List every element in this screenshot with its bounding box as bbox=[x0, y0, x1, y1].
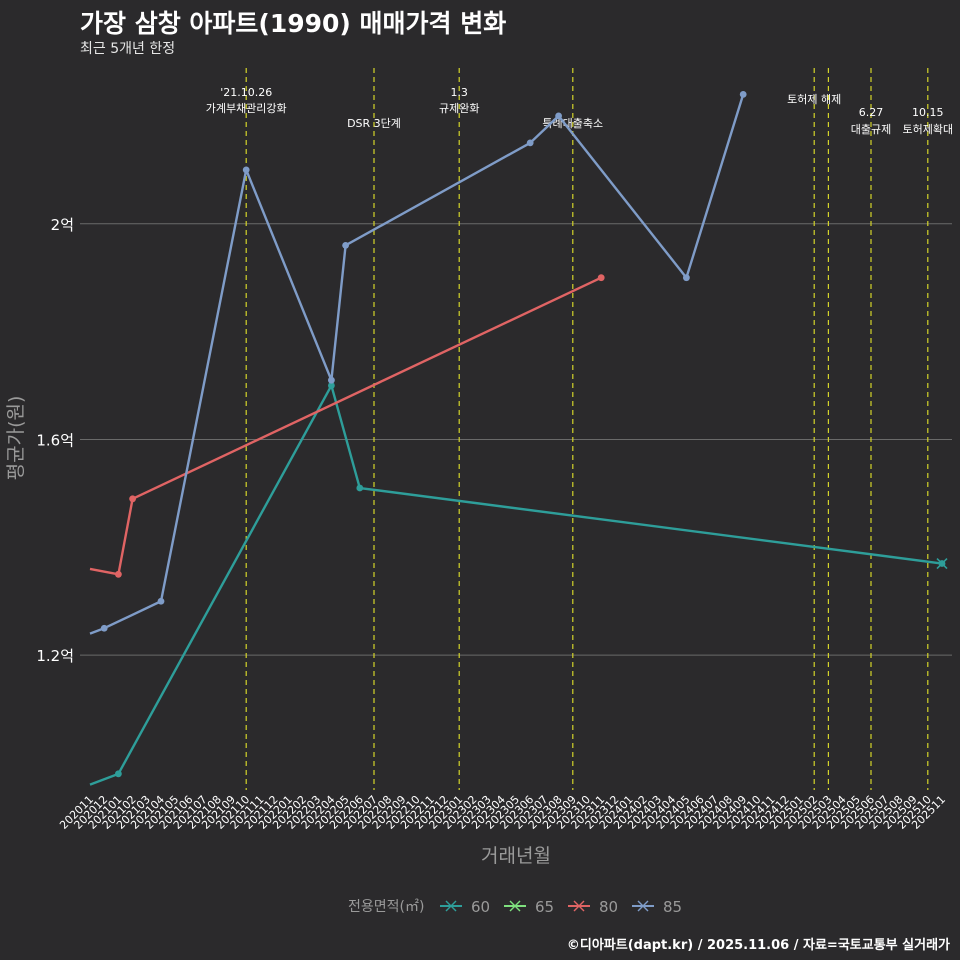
event-date-label: '21.10.26 bbox=[220, 86, 272, 99]
data-point-85 bbox=[555, 112, 562, 120]
event-date-label: 1.3 bbox=[450, 86, 468, 99]
legend-label: 85 bbox=[663, 898, 682, 916]
y-axis-ticks: 1.2억 1.6억 2억 bbox=[36, 216, 74, 665]
data-point-85 bbox=[526, 139, 534, 147]
grid-lines bbox=[80, 223, 952, 656]
event-name-label: 특례대출축소 bbox=[542, 117, 603, 130]
legend-title: 전용면적(㎡) bbox=[348, 899, 424, 915]
data-point-80 bbox=[115, 570, 122, 578]
data-point-85 bbox=[100, 624, 108, 632]
data-point-80 bbox=[597, 274, 605, 282]
y-tick-label: 1.2억 bbox=[36, 647, 74, 665]
event-name-label: 가계부채관리강화 bbox=[206, 102, 287, 115]
series-line-80 bbox=[89, 276, 602, 576]
series-group bbox=[89, 90, 948, 786]
event-name-label: 토허제확대 bbox=[902, 123, 953, 136]
legend-key-mark bbox=[637, 900, 649, 912]
data-point-85 bbox=[242, 166, 250, 174]
data-point-85 bbox=[157, 597, 165, 605]
data-point-85 bbox=[683, 274, 690, 282]
event-name-label: DSR 3단계 bbox=[347, 117, 401, 130]
data-point-85 bbox=[739, 90, 747, 98]
legend-key-mark bbox=[509, 900, 521, 912]
y-tick-label: 2억 bbox=[51, 216, 74, 234]
legend-item-65: 65 bbox=[504, 898, 554, 916]
data-point-80 bbox=[129, 495, 137, 503]
chart-subtitle: 최근 5개년 한정 bbox=[80, 41, 176, 57]
legend-item-80: 80 bbox=[568, 898, 618, 916]
legend-item-60: 60 bbox=[440, 898, 490, 916]
end-marker-60 bbox=[936, 557, 948, 570]
event-name-label: 규제완화 bbox=[439, 102, 479, 115]
legend: 전용면적(㎡) 60 65 80 85 bbox=[348, 898, 682, 916]
data-point-85 bbox=[342, 241, 349, 249]
legend-key-mark bbox=[573, 900, 585, 912]
event-date-label: 10.15 bbox=[912, 106, 944, 119]
data-point-85 bbox=[328, 376, 335, 384]
event-name-label: 대출규제 bbox=[851, 123, 891, 136]
end-marker-stroke bbox=[936, 557, 948, 570]
chart-title: 가장 삼창 아파트(1990) 매매가격 변화 bbox=[80, 9, 507, 38]
legend-key-mark bbox=[445, 900, 457, 912]
x-axis-ticks: 2020112020122021012021022021032021042021… bbox=[57, 793, 948, 832]
x-axis-label: 거래년월 bbox=[481, 845, 551, 867]
chart-caption: ©디아파트(dapt.kr) / 2025.11.06 / 자료=국토교통부 실… bbox=[566, 938, 950, 953]
data-point-60 bbox=[356, 484, 364, 492]
data-point-60 bbox=[328, 382, 335, 389]
event-date-label: 6.27 bbox=[859, 106, 884, 119]
legend-item-85: 85 bbox=[632, 898, 682, 916]
series-line-85 bbox=[89, 94, 745, 635]
legend-label: 60 bbox=[471, 898, 490, 916]
data-point-60 bbox=[115, 770, 122, 778]
legend-label: 80 bbox=[599, 898, 618, 916]
event-name-label: 토허제 해제 bbox=[787, 92, 841, 106]
y-tick-label: 1.6억 bbox=[36, 431, 74, 449]
y-axis-label: 평균가(원) bbox=[5, 396, 27, 481]
legend-label: 65 bbox=[535, 898, 554, 916]
